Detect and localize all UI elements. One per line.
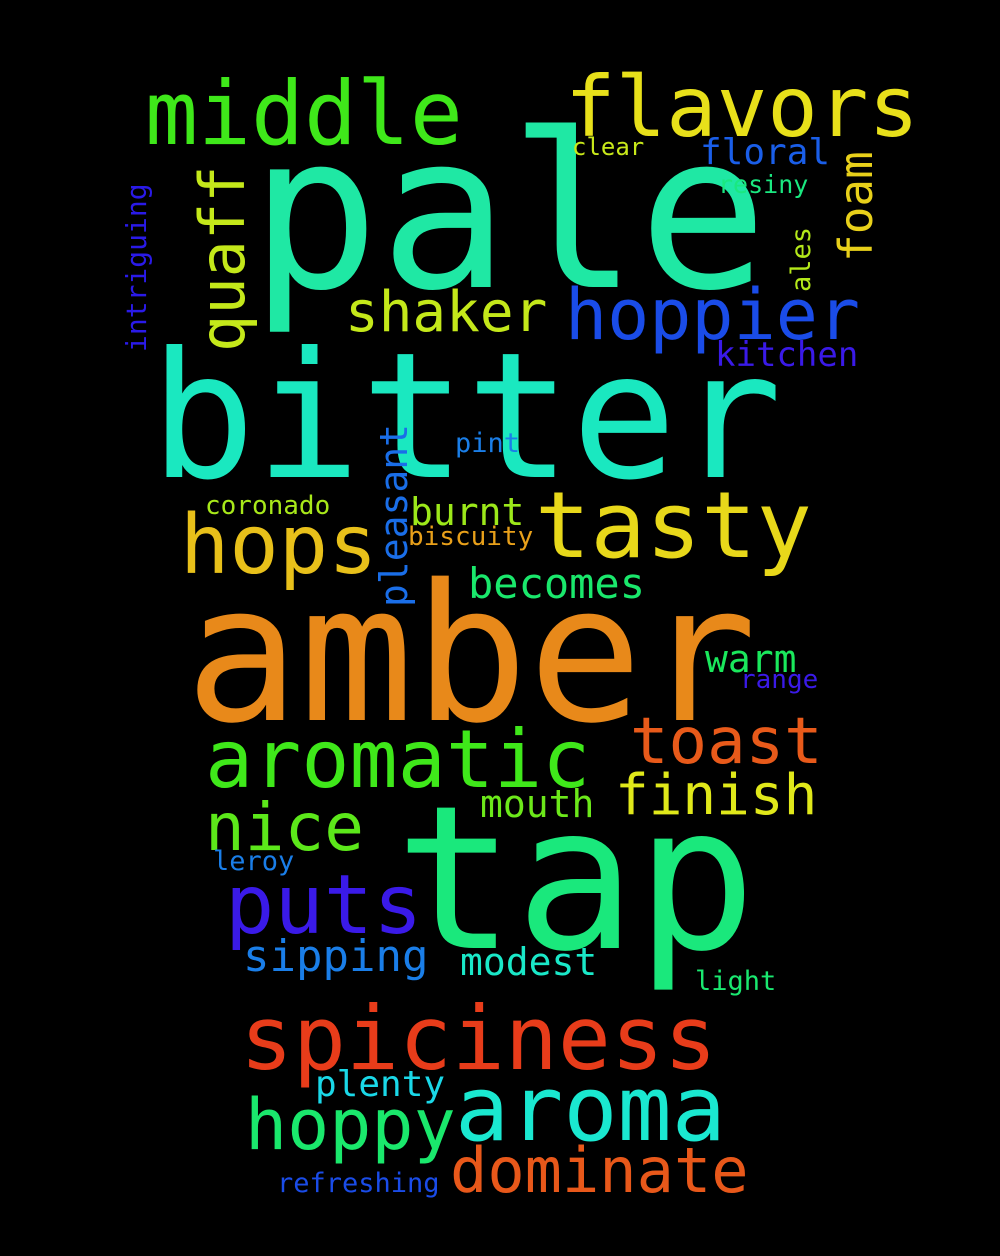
- word-quaff: quaff: [186, 165, 259, 352]
- word-flavors: flavors: [565, 58, 920, 156]
- word-tap: tap: [395, 763, 757, 996]
- word-pleasant: pleasant: [372, 423, 416, 607]
- word-hoppier: hoppier: [565, 274, 861, 356]
- word-shaker: shaker: [345, 280, 548, 345]
- word-bitter: bitter: [150, 316, 783, 519]
- word-aromatic: aromatic: [205, 713, 591, 806]
- word-hoppy: hoppy: [245, 1084, 456, 1166]
- word-refreshing: refreshing: [277, 1168, 440, 1199]
- word-puts: puts: [225, 858, 423, 953]
- word-tasty: tasty: [535, 472, 812, 579]
- word-finish: finish: [615, 763, 818, 828]
- word-modest: modest: [460, 940, 598, 984]
- word-floral: floral: [700, 132, 831, 173]
- word-dominate: dominate: [450, 1134, 749, 1207]
- word-kitchen: kitchen: [715, 335, 859, 375]
- word-resiny: resiny: [718, 170, 809, 199]
- word-pale: pale: [250, 87, 768, 338]
- word-ales: ales: [786, 226, 817, 292]
- word-mouth: mouth: [480, 782, 595, 826]
- word-hops: hops: [180, 498, 378, 593]
- word-biscuity: biscuity: [408, 522, 534, 552]
- word-foam: foam: [829, 151, 883, 262]
- word-plenty: plenty: [315, 1064, 446, 1105]
- word-range: range: [740, 665, 819, 695]
- word-coronado: coronado: [205, 491, 331, 521]
- word-sipping: sipping: [243, 931, 429, 982]
- word-light: light: [695, 966, 777, 997]
- word-amber: amber: [185, 544, 757, 765]
- word-middle: middle: [145, 62, 463, 165]
- word-pint: pint: [455, 428, 521, 459]
- word-nice: nice: [205, 789, 364, 866]
- word-burnt: burnt: [410, 490, 525, 534]
- word-toast: toast: [630, 705, 823, 779]
- word-clear: clear: [572, 133, 645, 161]
- word-leroy: leroy: [213, 846, 295, 877]
- word-warm: warm: [705, 637, 797, 681]
- word-intriguing: intriguing: [120, 183, 153, 352]
- word-spiciness: spiciness: [240, 987, 717, 1090]
- word-becomes: becomes: [468, 559, 646, 608]
- word-aroma: aroma: [455, 1057, 726, 1162]
